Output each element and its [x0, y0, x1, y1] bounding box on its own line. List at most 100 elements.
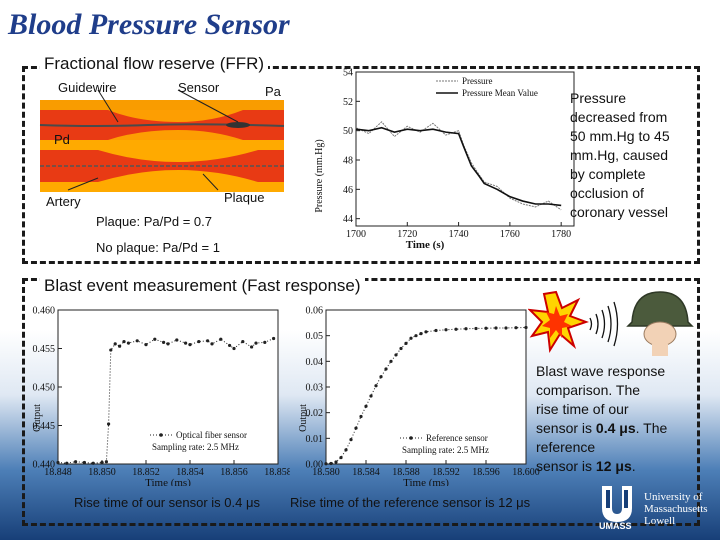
x-axis-label: Time (s) [406, 239, 445, 251]
legend-label: Reference sensor [426, 433, 488, 443]
data-point [241, 339, 245, 344]
data-point [334, 460, 338, 464]
data-point [135, 339, 139, 343]
explosion-icon [528, 290, 589, 353]
data-point [107, 422, 111, 426]
data-point [263, 340, 267, 344]
data-point [118, 344, 122, 348]
x-tick-label: 18.856 [220, 467, 248, 478]
blast-note: Blast wave response comparison. The rise… [536, 362, 696, 476]
data-point [444, 328, 448, 332]
data-point [359, 414, 363, 419]
blast-note-line: Blast wave response [536, 363, 666, 379]
blast-graphic [528, 290, 694, 356]
sound-wave-icon [589, 301, 619, 347]
y-tick-label: 0.450 [33, 383, 56, 394]
sensor-pointer [177, 89, 239, 123]
data-point [504, 326, 508, 330]
x-tick-label: 18.580 [312, 467, 340, 478]
data-point [197, 339, 201, 344]
data-point [464, 327, 468, 331]
data-point [122, 339, 126, 344]
y-tick-label: 0.445 [33, 421, 56, 432]
plaque-ratio: Plaque: Pa/Pd = 0.7 [96, 214, 213, 229]
data-point [414, 334, 418, 338]
x-tick-label: 18.854 [176, 467, 204, 478]
y-tick-label: 0.00 [306, 460, 324, 471]
x-tick-label: 18.858 [264, 467, 290, 478]
university-name-line: Massachusetts [644, 503, 708, 515]
x-tick-label: 18.592 [432, 467, 460, 478]
blast-heading: Blast event measurement (Fast response) [40, 276, 365, 296]
blast-note-text: . [631, 458, 636, 474]
ffr-note: Pressure decreased from 50 mm.Hg to 45 m… [570, 89, 695, 222]
x-tick-label: 1780 [551, 229, 571, 240]
university-logo-icon [602, 486, 632, 522]
data-point [474, 326, 478, 331]
x-axis-label: Time (ms) [403, 477, 449, 486]
data-point [524, 325, 528, 330]
data-point [56, 460, 60, 465]
y-tick-label: 46 [343, 185, 353, 196]
data-point [379, 375, 383, 379]
blast-note-text: sensor is [536, 458, 596, 474]
data-point [250, 345, 254, 349]
y-tick-label: 0.455 [33, 344, 56, 355]
data-point [188, 343, 192, 347]
ffr-note-line: coronary vessel [570, 204, 669, 220]
slide-title: Blood Pressure Sensor [8, 8, 290, 41]
sensor-tip [226, 122, 250, 128]
university-abbrev: UMASS [599, 521, 632, 531]
data-point [144, 343, 148, 347]
series-line [355, 126, 562, 207]
y-tick-label: 50 [343, 126, 353, 137]
data-point [349, 438, 353, 442]
y-tick-label: 0.06 [306, 306, 324, 317]
plaque-upper-top [40, 100, 284, 122]
data-point [65, 461, 69, 465]
data-point [153, 337, 157, 341]
blast-note-text: sensor is [536, 420, 596, 436]
data-point [324, 462, 328, 466]
y-tick-label: 0.05 [306, 331, 324, 342]
data-point [113, 342, 117, 346]
plot-frame [57, 309, 279, 465]
artery-pointer [67, 177, 99, 191]
legend-label: Optical fiber sensor [176, 430, 247, 440]
data-point [82, 460, 86, 465]
university-name: University of Massachusetts Lowell [644, 491, 708, 527]
ffr-note-line: Pressure [570, 90, 627, 106]
blast-note-line: sensor is 12 μs. [536, 457, 696, 476]
chart-annotation: Sampling rate: 2.5 MHz [402, 445, 489, 455]
blast-note-line: rise time of our [536, 401, 629, 417]
sensor-label: Sensor [178, 80, 220, 95]
y-tick-label: 0.01 [306, 434, 324, 445]
legend-marker [159, 433, 163, 437]
guidewire-pointer [97, 89, 119, 123]
blast-note-line: comparison. The [536, 382, 641, 398]
x-tick-label: 1720 [397, 229, 417, 240]
y-tick-label: 0.02 [306, 408, 324, 419]
data-point [210, 342, 214, 346]
x-tick-label: 18.850 [88, 467, 116, 478]
y-tick-label: 44 [343, 214, 353, 225]
x-tick-label: 1700 [346, 229, 366, 240]
y-tick-label: 0.440 [33, 460, 56, 471]
artery-diagram: Guidewire Sensor Pa Pd Artery Plaque [39, 80, 285, 209]
data-point [339, 455, 343, 460]
blast-note-text: . The reference [536, 420, 668, 455]
data-point [354, 426, 358, 430]
ffr-note-line: by complete [570, 166, 646, 182]
y-tick-label: 48 [343, 156, 353, 167]
y-tick-label: 0.03 [306, 383, 324, 394]
data-point [374, 384, 378, 388]
legend-label: Pressure Mean Value [462, 88, 538, 98]
data-point [74, 460, 78, 464]
x-tick-label: 1740 [449, 229, 469, 240]
data-point [100, 460, 104, 465]
pd-label: Pd [54, 132, 70, 147]
ffr-heading: Fractional flow reserve (FFR) [40, 54, 269, 74]
data-point [404, 341, 408, 345]
x-tick-label: 18.852 [132, 467, 160, 478]
optical-fiber-chart: 0.440 0.445 0.450 0.455 0.460 18.848 18.850 18.… [32, 306, 290, 487]
